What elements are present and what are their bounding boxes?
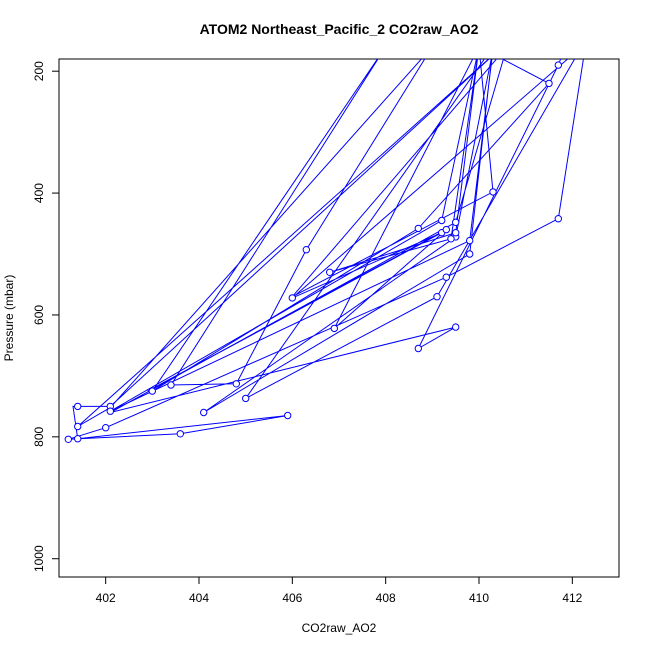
x-axis-label: CO2raw_AO2 bbox=[302, 621, 377, 635]
data-point bbox=[452, 323, 460, 331]
data-point bbox=[176, 430, 185, 438]
y-tick-label: 600 bbox=[32, 305, 46, 325]
series-layer bbox=[64, 59, 584, 443]
series-line bbox=[68, 59, 584, 440]
data-point bbox=[288, 294, 296, 302]
y-tick-label: 1000 bbox=[32, 545, 46, 572]
data-point bbox=[74, 402, 82, 411]
x-tick-label: 410 bbox=[469, 591, 489, 605]
data-point bbox=[74, 435, 82, 443]
data-point bbox=[326, 268, 334, 276]
data-point bbox=[433, 293, 441, 301]
data-point bbox=[330, 324, 338, 333]
x-tick-label: 412 bbox=[562, 591, 582, 605]
plot-area bbox=[64, 59, 584, 443]
data-point bbox=[102, 424, 110, 432]
data-point bbox=[167, 381, 175, 389]
data-point bbox=[545, 79, 553, 88]
data-point bbox=[442, 225, 450, 234]
data-point bbox=[200, 408, 208, 417]
data-point bbox=[232, 380, 241, 388]
data-point bbox=[242, 394, 250, 403]
data-point bbox=[442, 273, 450, 281]
data-point bbox=[284, 411, 292, 420]
data-point bbox=[414, 344, 422, 353]
data-point bbox=[554, 61, 562, 69]
y-axis-label: Pressure (mbar) bbox=[2, 275, 16, 362]
data-point bbox=[452, 218, 460, 227]
chart-title: ATOM2 Northeast_Pacific_2 CO2raw_AO2 bbox=[200, 21, 479, 37]
data-point bbox=[414, 224, 422, 233]
x-tick-label: 402 bbox=[96, 591, 116, 605]
data-point bbox=[74, 422, 82, 431]
data-point bbox=[148, 387, 157, 395]
y-tick-label: 200 bbox=[32, 61, 46, 81]
x-axis: 402 404 406 408 410 412 bbox=[96, 576, 583, 605]
x-tick-label: 406 bbox=[282, 591, 302, 605]
data-point bbox=[438, 216, 446, 225]
x-tick-label: 408 bbox=[376, 591, 396, 605]
y-axis: 200 400 600 800 1000 bbox=[32, 61, 60, 572]
data-point bbox=[302, 246, 310, 254]
y-tick-label: 400 bbox=[32, 183, 46, 203]
data-point bbox=[106, 407, 115, 415]
data-point bbox=[554, 215, 562, 223]
data-point bbox=[466, 236, 474, 245]
data-point bbox=[466, 250, 474, 258]
y-tick-label: 800 bbox=[32, 427, 46, 447]
data-point bbox=[489, 188, 497, 196]
data-point bbox=[452, 229, 460, 237]
data-point bbox=[447, 235, 455, 243]
data-point bbox=[64, 435, 73, 443]
x-tick-label: 404 bbox=[189, 591, 209, 605]
